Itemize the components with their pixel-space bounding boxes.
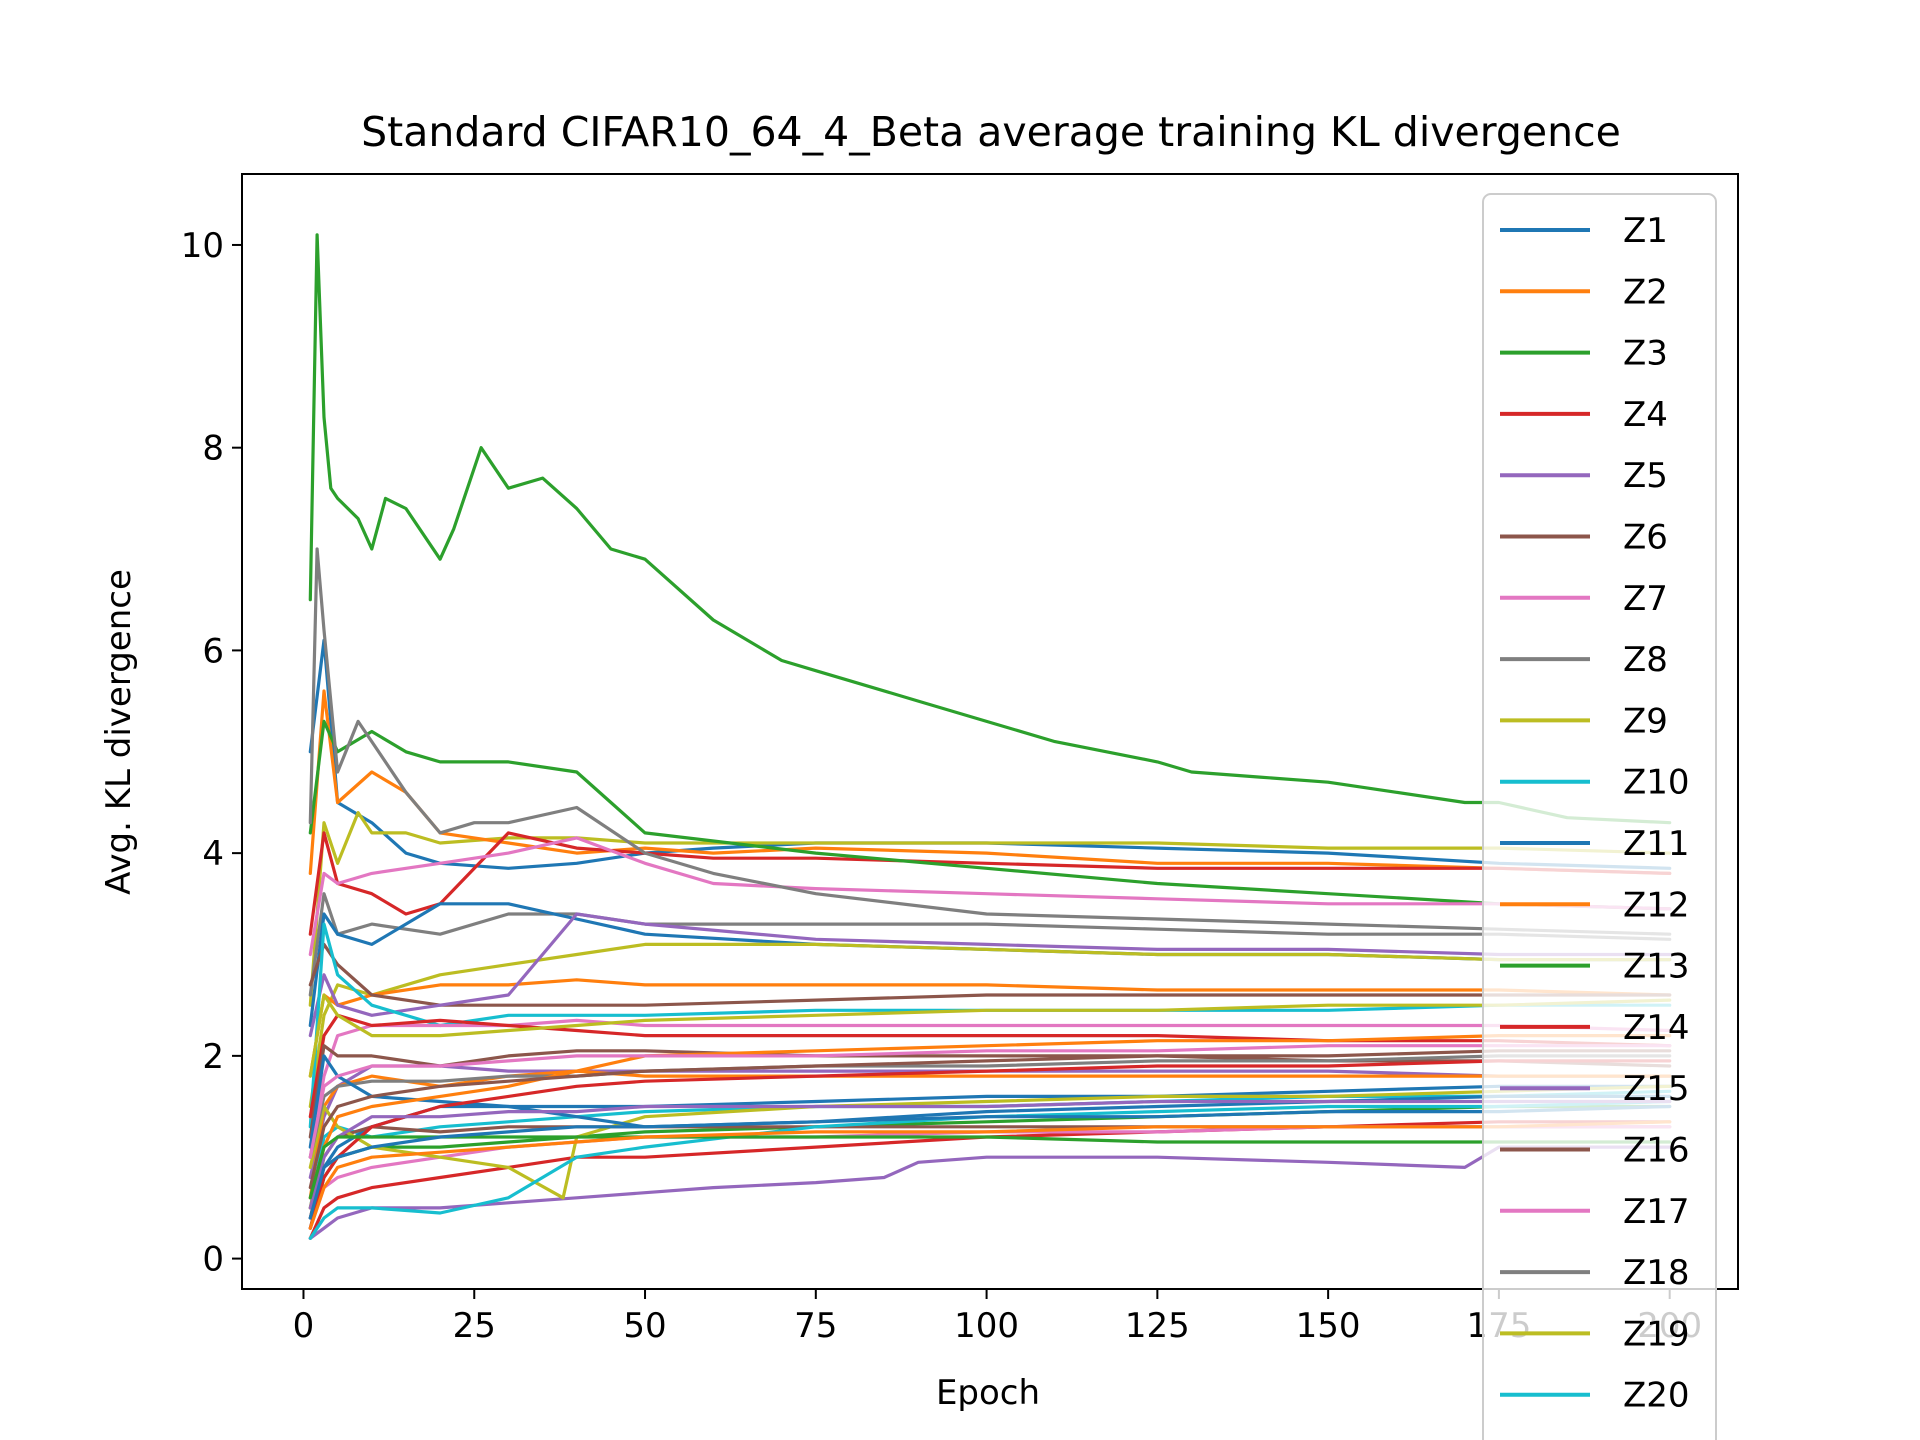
y-tick-label: 4 [202, 834, 224, 874]
series-line-z1 [308, 638, 1672, 870]
x-tick-label: 75 [794, 1306, 837, 1346]
x-tick-label: 0 [293, 1306, 315, 1346]
x-tick-label: 100 [954, 1306, 1019, 1346]
legend-label-z11: Z11 [1623, 824, 1690, 864]
series-line-z5 [308, 912, 1672, 1038]
legend-label-z14: Z14 [1623, 1008, 1690, 1048]
series-line-unlabeled-29 [308, 1099, 1672, 1240]
legend-label-z16: Z16 [1623, 1131, 1690, 1171]
series-line-z21 [308, 1084, 1672, 1220]
series-line-z7 [308, 836, 1672, 957]
legend-label-z7: Z7 [1623, 579, 1668, 619]
legend-label-z3: Z3 [1623, 334, 1668, 374]
legend-label-z19: Z19 [1623, 1314, 1690, 1354]
series-line-unlabeled-37 [308, 1135, 1672, 1200]
series-line-z16 [308, 942, 1672, 1007]
series-line-unlabeled-38 [308, 993, 1672, 1078]
series-line-z9 [308, 811, 1672, 1007]
series-line-z12 [308, 978, 1672, 1078]
series-line-unlabeled-39 [308, 1104, 1672, 1220]
legend-label-z12: Z12 [1623, 885, 1690, 925]
y-axis-title: Avg. KL divergence [99, 569, 139, 895]
series-line-z8 [308, 547, 1672, 936]
series-line-z10 [308, 922, 1672, 1129]
series-line-unlabeled-36 [308, 1044, 1672, 1159]
legend-label-z17: Z17 [1623, 1192, 1690, 1232]
plot-frame [241, 173, 1739, 1290]
plot-lines [308, 233, 1672, 1240]
legend-label-z4: Z4 [1623, 395, 1668, 435]
legend-label-z9: Z9 [1623, 701, 1668, 741]
legend: Z1 Z2 Z3 Z4 Z5 Z6 Z7 Z8 Z9 Z10 Z11 Z12 Z13 Z14 Z15 Z16 Z… [1482, 193, 1717, 1440]
legend-box [1482, 193, 1717, 1440]
series-line-z3 [308, 233, 1672, 825]
x-tick-label: 150 [1296, 1306, 1361, 1346]
legend-label-z15: Z15 [1623, 1069, 1690, 1109]
series-line-unlabeled-32 [308, 1034, 1672, 1210]
chart-title: Standard CIFAR10_64_4_Beta average train… [361, 108, 1621, 156]
x-tick-label: 25 [453, 1306, 496, 1346]
legend-label-z18: Z18 [1623, 1253, 1690, 1293]
series-line-unlabeled-35 [308, 1049, 1672, 1190]
legend-label-z21: Z21 [1623, 1437, 1690, 1440]
y-tick-label: 6 [202, 631, 224, 671]
x-tick-label: 50 [623, 1306, 666, 1346]
legend-label-z8: Z8 [1623, 640, 1668, 680]
legend-label-z2: Z2 [1623, 272, 1668, 312]
legend-label-z5: Z5 [1623, 456, 1668, 496]
y-tick-label: 8 [202, 429, 224, 469]
y-tick-label: 10 [181, 226, 224, 266]
series-line-unlabeled-34 [308, 1099, 1672, 1210]
legend-label-z20: Z20 [1623, 1376, 1690, 1416]
x-axis-title: Epoch [936, 1373, 1040, 1413]
legend-label-z13: Z13 [1623, 947, 1690, 987]
series-line-unlabeled-25 [308, 1145, 1672, 1240]
series-line-z19 [308, 942, 1672, 1109]
y-tick-label: 0 [202, 1240, 224, 1280]
y-axis-ticks: 0 2 4 6 8 10 [181, 226, 242, 1280]
x-tick-label: 125 [1125, 1306, 1190, 1346]
y-tick-label: 2 [202, 1037, 224, 1077]
series-line-unlabeled-33 [308, 1059, 1672, 1230]
series-line-unlabeled-40 [308, 1120, 1672, 1230]
legend-label-z6: Z6 [1623, 518, 1668, 558]
legend-label-z10: Z10 [1623, 763, 1690, 803]
series-line-z15 [308, 1064, 1672, 1180]
series-line-z13 [308, 719, 1672, 911]
legend-label-z1: Z1 [1623, 211, 1668, 251]
